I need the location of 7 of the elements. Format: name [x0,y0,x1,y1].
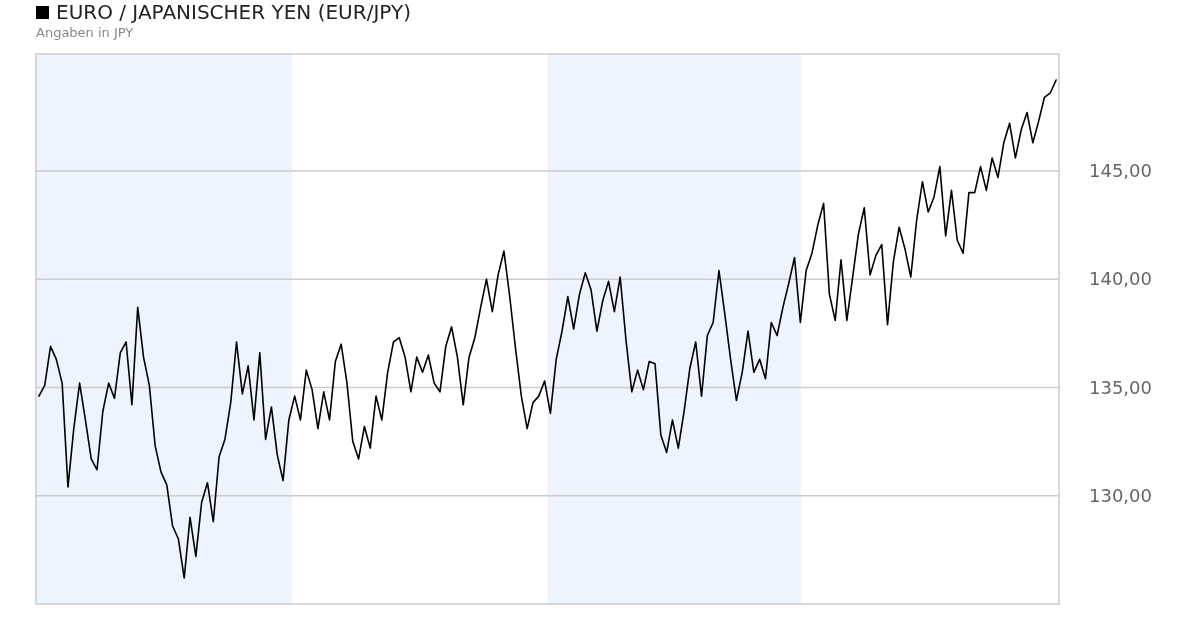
y-tick-label: 130,00 [1089,485,1152,507]
y-tick-label: 140,00 [1089,268,1152,290]
y-tick-label: 145,00 [1089,160,1152,182]
line-series [38,79,1057,579]
chart-title: EURO / JAPANISCHER YEN (EUR/JPY) [56,0,411,24]
y-tick-label: 135,00 [1089,376,1152,398]
chart-subtitle: Angaben in JPY [36,25,134,40]
